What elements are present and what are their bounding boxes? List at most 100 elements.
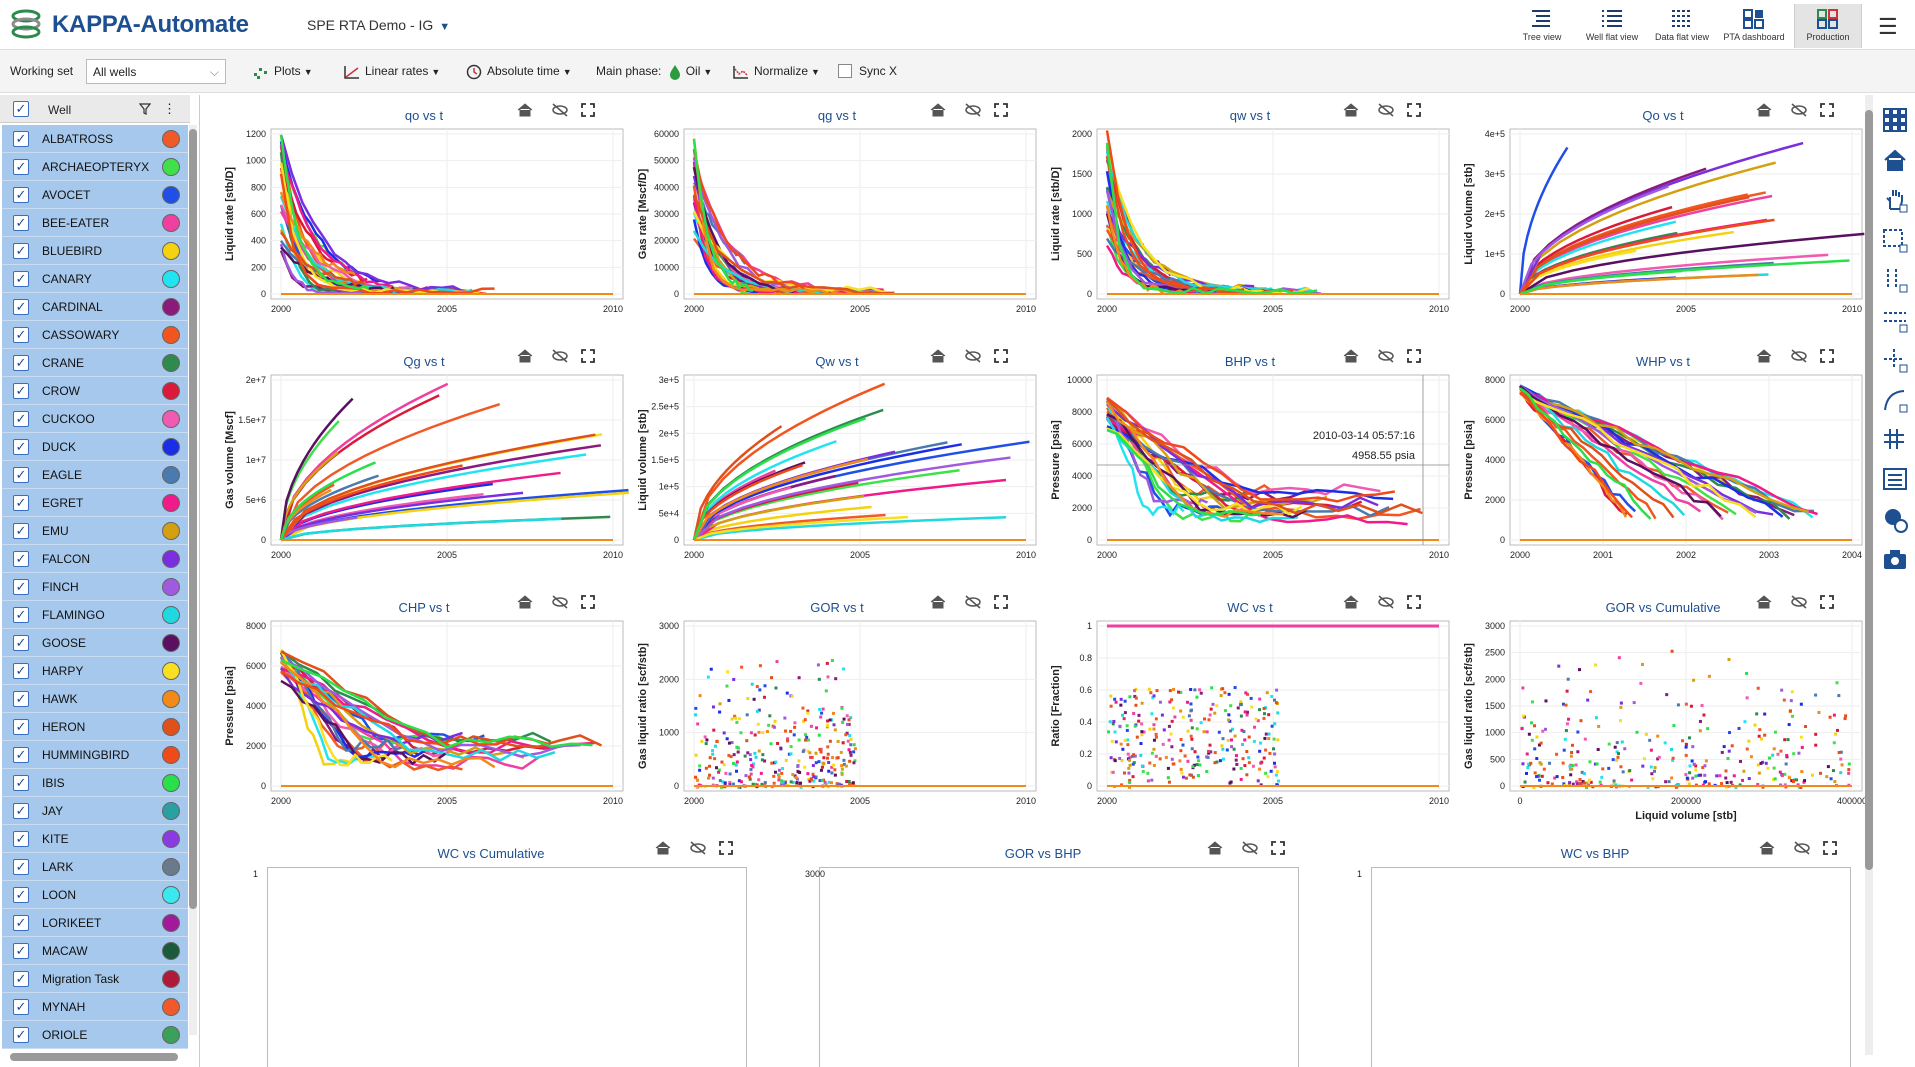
well-checkbox[interactable]: ✓: [13, 579, 29, 595]
fullscreen-icon[interactable]: [581, 349, 595, 368]
well-row[interactable]: ✓ LOON: [2, 881, 188, 909]
well-color-swatch[interactable]: [162, 298, 180, 316]
plot-canvas[interactable]: [267, 867, 747, 1067]
x-zoom-icon[interactable]: [1882, 267, 1908, 293]
select-all-checkbox[interactable]: ✓: [13, 101, 29, 117]
plot-canvas[interactable]: 3e+5 2.5e+5 2e+5 1.5e+5 1e+5 5e+4 0 2000 2005 201…: [632, 341, 1042, 581]
well-flat-view-button[interactable]: Well flat view: [1578, 4, 1646, 48]
rates-dropdown[interactable]: Linear rates ▼: [344, 64, 440, 79]
well-checkbox[interactable]: ✓: [13, 747, 29, 763]
plot-canvas[interactable]: 8000 6000 4000 2000 0 2000 2001 2002 2003 2004 Pre…: [1458, 341, 1868, 581]
plot-canvas[interactable]: 3000 2000 1000 0 2000 2005 2010 Gas liquid rati…: [632, 587, 1042, 827]
well-color-swatch[interactable]: [162, 494, 180, 512]
well-checkbox[interactable]: ✓: [13, 607, 29, 623]
well-color-swatch[interactable]: [162, 662, 180, 680]
hide-icon[interactable]: [1377, 349, 1395, 368]
well-checkbox[interactable]: ✓: [13, 971, 29, 987]
well-row[interactable]: ✓ HAWK: [2, 685, 188, 713]
well-row[interactable]: ✓ ORIOLE: [2, 1021, 188, 1049]
well-row[interactable]: ✓ FALCON: [2, 545, 188, 573]
camera-icon[interactable]: [1882, 547, 1908, 573]
well-row[interactable]: ✓ FINCH: [2, 573, 188, 601]
well-color-swatch[interactable]: [162, 858, 180, 876]
well-color-swatch[interactable]: [162, 522, 180, 540]
fullscreen-icon[interactable]: [719, 841, 733, 860]
well-checkbox[interactable]: ✓: [13, 635, 29, 651]
well-color-swatch[interactable]: [162, 326, 180, 344]
well-color-swatch[interactable]: [162, 354, 180, 372]
well-color-swatch[interactable]: [162, 270, 180, 288]
well-color-swatch[interactable]: [162, 382, 180, 400]
plots-scroll-thumb[interactable]: [1865, 110, 1873, 870]
well-row[interactable]: ✓ IBIS: [2, 769, 188, 797]
hide-icon[interactable]: [1377, 103, 1395, 122]
sync-x-checkbox[interactable]: [838, 64, 852, 78]
hide-icon[interactable]: [1793, 841, 1811, 860]
well-checkbox[interactable]: ✓: [13, 859, 29, 875]
fullscreen-icon[interactable]: [994, 349, 1008, 368]
plot-canvas[interactable]: 4e+5 3e+5 2e+5 1e+5 0 2000 2005 2010 Liquid volu…: [1458, 95, 1868, 335]
well-checkbox[interactable]: ✓: [13, 355, 29, 371]
data-flat-view-button[interactable]: Data flat view: [1648, 4, 1716, 48]
fullscreen-icon[interactable]: [1407, 103, 1421, 122]
working-set-select[interactable]: All wells ⌵: [86, 59, 226, 84]
hide-icon[interactable]: [551, 349, 569, 368]
well-row[interactable]: ✓ EMU: [2, 517, 188, 545]
well-row[interactable]: ✓ CRANE: [2, 349, 188, 377]
well-checkbox[interactable]: ✓: [13, 999, 29, 1015]
reset-view-icon[interactable]: [655, 841, 671, 860]
curve-tool-icon[interactable]: [1882, 387, 1908, 413]
well-row[interactable]: ✓ BLUEBIRD: [2, 237, 188, 265]
well-color-swatch[interactable]: [162, 746, 180, 764]
plot-canvas[interactable]: 1 0.8 0.6 0.4 0.2 0 2000 2005 2010 Ratio [Fractio…: [1045, 587, 1455, 827]
well-color-swatch[interactable]: [162, 970, 180, 988]
fullscreen-icon[interactable]: [1823, 841, 1837, 860]
well-checkbox[interactable]: ✓: [13, 495, 29, 511]
legend-icon[interactable]: [1882, 467, 1908, 493]
well-color-swatch[interactable]: [162, 914, 180, 932]
well-color-swatch[interactable]: [162, 886, 180, 904]
well-checkbox[interactable]: ✓: [13, 887, 29, 903]
reset-view-icon[interactable]: [930, 103, 946, 122]
reset-view-icon[interactable]: [1759, 841, 1775, 860]
well-row[interactable]: ✓ FLAMINGO: [2, 601, 188, 629]
well-row[interactable]: ✓ Migration Task: [2, 965, 188, 993]
reset-view-icon[interactable]: [1343, 349, 1359, 368]
hide-icon[interactable]: [964, 349, 982, 368]
well-row[interactable]: ✓ EGRET: [2, 489, 188, 517]
well-checkbox[interactable]: ✓: [13, 523, 29, 539]
well-color-swatch[interactable]: [162, 690, 180, 708]
well-checkbox[interactable]: ✓: [13, 159, 29, 175]
reset-view-icon[interactable]: [1343, 595, 1359, 614]
reset-view-icon[interactable]: [517, 595, 533, 614]
well-color-swatch[interactable]: [162, 410, 180, 428]
reset-view-icon[interactable]: [930, 349, 946, 368]
fullscreen-icon[interactable]: [581, 103, 595, 122]
column-menu-icon[interactable]: ⋮: [163, 101, 176, 116]
hide-icon[interactable]: [964, 595, 982, 614]
reset-view-icon[interactable]: [1343, 103, 1359, 122]
plot-canvas[interactable]: 60000 50000 40000 30000 20000 10000 0 2000 2005 2…: [632, 95, 1042, 335]
well-checkbox[interactable]: ✓: [13, 383, 29, 399]
well-row[interactable]: ✓ MYNAH: [2, 993, 188, 1021]
well-checkbox[interactable]: ✓: [13, 1027, 29, 1043]
well-color-swatch[interactable]: [162, 718, 180, 736]
well-checkbox[interactable]: ✓: [13, 831, 29, 847]
fullscreen-icon[interactable]: [1820, 595, 1834, 614]
well-color-swatch[interactable]: [162, 830, 180, 848]
well-row[interactable]: ✓ JAY: [2, 797, 188, 825]
fullscreen-icon[interactable]: [1271, 841, 1285, 860]
filter-icon[interactable]: [139, 103, 151, 115]
plot-canvas[interactable]: [819, 867, 1299, 1067]
well-checkbox[interactable]: ✓: [13, 299, 29, 315]
grid-layout-icon[interactable]: [1882, 107, 1908, 133]
well-color-swatch[interactable]: [162, 438, 180, 456]
well-list-scroll-thumb[interactable]: [189, 129, 197, 909]
well-checkbox[interactable]: ✓: [13, 663, 29, 679]
well-color-swatch[interactable]: [162, 130, 180, 148]
hide-icon[interactable]: [689, 841, 707, 860]
hide-icon[interactable]: [1790, 103, 1808, 122]
well-color-swatch[interactable]: [162, 242, 180, 260]
well-color-swatch[interactable]: [162, 942, 180, 960]
well-checkbox[interactable]: ✓: [13, 439, 29, 455]
